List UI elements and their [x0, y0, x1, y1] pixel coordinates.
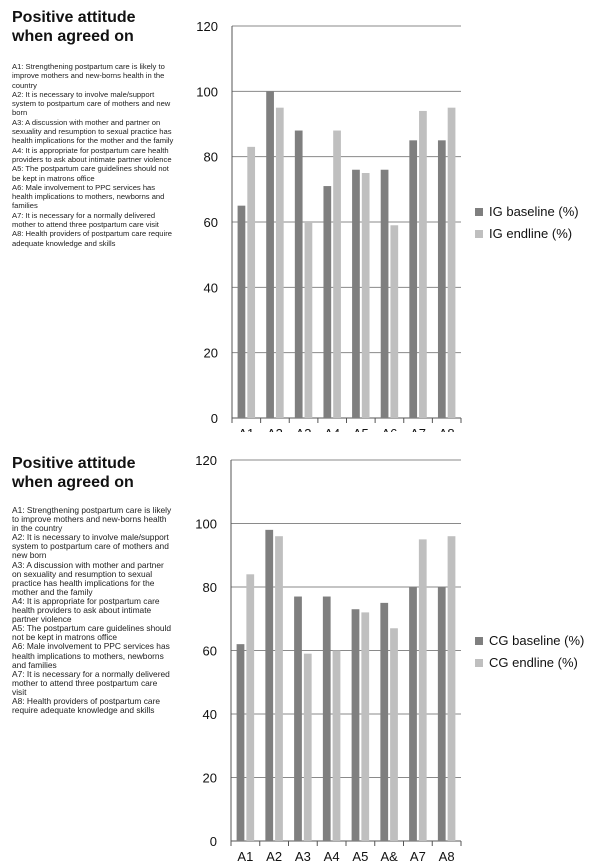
bar-baseline-a8 [437, 140, 446, 419]
x-tick-label: A1 [238, 426, 254, 432]
y-tick-label: 0 [211, 411, 218, 426]
x-tick-label: A3 [296, 426, 312, 432]
bar-endline-a3 [304, 222, 313, 418]
bar-endline-a2 [275, 536, 283, 841]
definition-a3: A3: A discussion with mother and partner… [12, 117, 174, 146]
definition-a4: A4: It is appropriate for postpartum car… [12, 595, 160, 625]
x-tick-label: A2 [266, 849, 282, 864]
x-tick-label: A4 [324, 426, 340, 432]
definition-a7: A7: It is necessary for a normally deliv… [12, 668, 170, 697]
definitions-list: A1: Strengthening postpartum care is lik… [12, 62, 174, 248]
definition-a1: A1: Strengthening postpartum care is lik… [12, 62, 165, 90]
bar-endline-a8 [447, 107, 456, 419]
definition-a8: A8: Health providers of postpartum care … [12, 229, 172, 248]
legend-label: CG endline (%) [489, 655, 578, 670]
definitions-list: A1: Strengthening postpartum care is lik… [12, 505, 172, 716]
x-tick-label: A2 [267, 426, 283, 432]
bar-endline-a4 [333, 130, 341, 419]
x-tick-label: A5 [352, 849, 368, 864]
legend-swatch [475, 659, 483, 667]
bar-baseline-a2 [265, 529, 274, 841]
bar-endline-a5 [361, 612, 370, 841]
legend-label: CG baseline (%) [489, 633, 584, 648]
bar-endline-a3 [303, 653, 312, 841]
x-tick-label: A5 [353, 426, 369, 432]
bar-baseline-a2 [266, 91, 274, 418]
bar-baseline-a5 [352, 169, 360, 418]
bar-baseline-a3 [294, 596, 302, 841]
legend-swatch [475, 208, 483, 216]
definitions-block: Positive attitude when agreed on A1: Str… [12, 8, 174, 248]
definition-a5: A5: The postpartum care guidelines shoul… [12, 164, 169, 183]
legend-label: IG baseline (%) [489, 204, 579, 219]
y-tick-label: 60 [204, 215, 218, 230]
bar-endline-a8 [447, 536, 456, 841]
y-tick-label: 40 [203, 707, 217, 722]
bar-baseline-a3 [294, 130, 303, 419]
bar-endline-a1 [246, 574, 255, 841]
bar-endline-a6 [390, 225, 399, 418]
bar-endline-a [390, 628, 398, 841]
x-tick-label: A1 [237, 849, 253, 864]
y-tick-label: 0 [210, 834, 217, 849]
y-tick-label: 80 [203, 580, 217, 595]
cg-bar-chart: 0 20 40 60 80 100 120 A1 A2 A3 A4 A5 A& A7 A8 CG baseli… [195, 453, 584, 864]
y-tick-label: 100 [196, 84, 218, 99]
x-tick-label: A6 [381, 426, 397, 432]
legend-swatch [475, 230, 483, 238]
definition-a3: A3: A discussion with mother and partner… [12, 559, 164, 597]
x-tick-label: A7 [410, 849, 426, 864]
definition-a4: A4: It is appropriate for postpartum car… [12, 145, 172, 164]
y-tick-label: 120 [195, 453, 217, 468]
bar-baseline-a4 [323, 186, 332, 418]
bar-baseline-a7 [409, 140, 418, 419]
panel-title: Positive attitude when agreed on [12, 455, 136, 491]
bar-endline-a1 [247, 146, 256, 418]
bar-baseline-a4 [322, 596, 331, 841]
bar-endline-a7 [419, 110, 427, 418]
definition-a7: A7: It is necessary for a normally deliv… [12, 210, 159, 230]
legend-swatch [475, 637, 483, 645]
bar-endline-a2 [275, 107, 284, 419]
y-tick-label: 120 [196, 19, 218, 34]
bar-endline-a5 [361, 173, 370, 418]
definition-a5: A5: The postpartum care guidelines shoul… [12, 623, 172, 643]
bar-baseline-a7 [409, 587, 417, 841]
definition-a6: A6: Male involvement to PPC services has… [12, 182, 165, 211]
definition-a1: A1: Strengthening postpartum care is lik… [12, 505, 172, 534]
bar-baseline-a6 [380, 169, 389, 418]
x-tick-label: A8 [439, 849, 455, 864]
definition-a8: A8: Health providers of postpartum care … [12, 695, 161, 716]
y-tick-label: 60 [203, 644, 217, 659]
x-tick-label: A& [380, 849, 398, 864]
definition-a6: A6: Male involvement to PPC services has… [12, 641, 170, 670]
bar-baseline-a1 [236, 644, 245, 841]
definition-a2: A2: It is necessary to involve male/supp… [12, 89, 171, 118]
x-tick-label: A3 [295, 849, 311, 864]
x-tick-label: A4 [324, 849, 340, 864]
panel-title: Positive attitude when agreed on [12, 9, 136, 45]
definitions-block: Positive attitude when agreed on A1: Str… [12, 454, 172, 715]
y-tick-label: 20 [203, 771, 217, 786]
y-tick-label: 40 [204, 280, 218, 295]
bar-baseline-a [380, 602, 389, 841]
bar-endline-a4 [332, 650, 341, 841]
bottom-panel: Positive attitude when agreed on A1: Str… [0, 432, 589, 865]
legend-label: IG endline (%) [489, 226, 572, 241]
definition-a2: A2: It is necessary to involve male/supp… [12, 532, 169, 561]
bar-baseline-a1 [237, 205, 246, 418]
bar-baseline-a5 [351, 609, 360, 841]
x-tick-label: A7 [410, 426, 426, 432]
bar-endline-a7 [418, 539, 427, 841]
bar-baseline-a8 [437, 587, 446, 841]
x-tick-label: A8 [439, 426, 455, 432]
y-tick-label: 20 [204, 346, 218, 361]
y-tick-label: 80 [204, 150, 218, 165]
y-tick-label: 100 [195, 517, 217, 532]
top-panel: Positive attitude when agreed on A1: Str… [0, 0, 589, 432]
ig-bar-chart: 0 20 40 60 80 100 120 A1 A2 A3 A4 A5 A6 A7 A8 IG baseli… [196, 19, 579, 432]
